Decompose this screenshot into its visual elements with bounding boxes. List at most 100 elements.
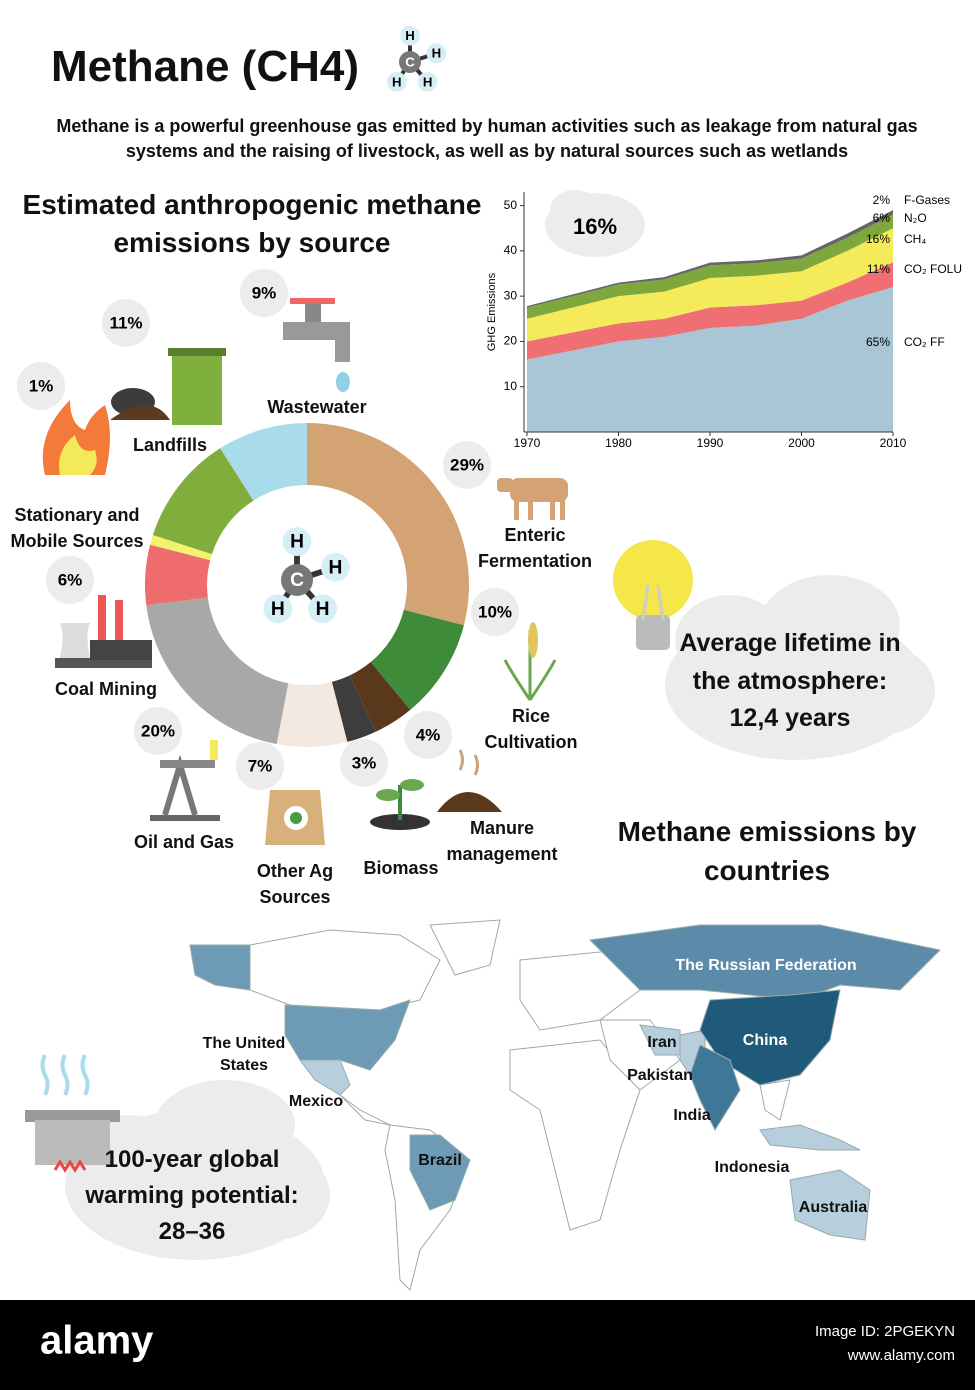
value-label: 6%	[58, 570, 83, 589]
donut-title: Estimated anthropogenic methane emission…	[22, 189, 482, 258]
y-tick-label: 30	[504, 288, 518, 302]
y-axis-label: GHG Emissions	[486, 272, 498, 351]
bag-icon	[265, 790, 325, 845]
warming-value: 28–36	[158, 1218, 226, 1245]
percent-bubble	[404, 711, 452, 759]
x-tick-label: 1990	[697, 436, 724, 450]
atom-label: H	[290, 532, 304, 553]
manure-icon	[437, 749, 502, 812]
image-id: Image ID: 2PGEKYN	[815, 1323, 955, 1340]
area	[527, 214, 893, 319]
area	[527, 210, 893, 308]
lifetime-label: Average lifetime in the atmosphere:	[679, 629, 901, 695]
rice-icon	[503, 622, 557, 701]
warming-label: 100-year global warming potential:	[85, 1146, 299, 1209]
y-tick-label: 10	[504, 379, 518, 393]
y-tick-label: 40	[504, 243, 518, 257]
series-share: 2%	[873, 193, 891, 207]
landfill-icon	[110, 348, 226, 425]
atom-label: H	[405, 28, 415, 43]
slice	[145, 544, 211, 606]
series-share: 11%	[867, 262, 890, 276]
country-label: India	[673, 1107, 711, 1124]
y-tick-label: 20	[504, 334, 518, 348]
country-label: Pakistan	[627, 1067, 693, 1084]
legend-label: F-Gases	[904, 193, 950, 207]
slice	[152, 448, 254, 555]
biomass-icon	[370, 779, 430, 830]
percent-bubble	[17, 362, 65, 410]
value-label: 29%	[450, 455, 484, 474]
x-tick-label: 1970	[514, 436, 541, 450]
atom-label: H	[316, 599, 330, 620]
country-label: Australia	[798, 1199, 868, 1216]
atom-label: H	[328, 557, 342, 578]
atom-label: H	[423, 74, 433, 89]
legend-label: CO₂ FF	[904, 335, 945, 349]
category-label: Other Ag Sources	[256, 861, 334, 908]
country-label: The United States	[202, 1035, 286, 1075]
atom	[282, 527, 312, 556]
percent-bubble	[236, 742, 284, 790]
atom	[281, 564, 313, 596]
atom-label: H	[432, 46, 442, 61]
atom-label: C	[290, 570, 304, 591]
atom-label: H	[392, 74, 402, 89]
legend-label: CH₄	[904, 232, 926, 246]
percent-bubble	[134, 707, 182, 755]
title: Methane (CH4)	[50, 42, 360, 91]
legend-label: CO₂ FOLU	[904, 262, 962, 276]
category-label: Wastewater	[267, 397, 367, 417]
category-label: Landfills	[132, 435, 207, 455]
slice	[370, 609, 464, 710]
value-label: 3%	[352, 753, 377, 772]
atom	[426, 43, 447, 64]
atom	[263, 594, 293, 624]
category-label: Enteric Fermentation	[477, 525, 592, 572]
lightbulb-icon	[613, 540, 693, 650]
atom-label: C	[405, 54, 415, 69]
lifetime: Average lifetime in the atmosphere: 12,4 …	[665, 625, 915, 738]
y-tick-label: 50	[504, 198, 518, 212]
area	[527, 287, 893, 432]
category-label: Manure management	[446, 818, 558, 865]
slice	[307, 423, 469, 626]
legend-label: N₂O	[904, 211, 927, 225]
x-tick-label: 1980	[605, 436, 632, 450]
value-label: 9%	[252, 283, 277, 302]
warming: 100-year global warming potential: 28–36	[77, 1142, 307, 1250]
atom	[386, 71, 407, 92]
value-label: 20%	[141, 721, 175, 740]
area	[527, 228, 893, 342]
category-label: Coal Mining	[55, 679, 157, 699]
cow-icon	[497, 478, 568, 520]
cloud	[65, 190, 935, 1260]
map-title: Methane emissions by countries	[617, 816, 917, 887]
percent-bubble	[340, 739, 388, 787]
world-map	[189, 919, 942, 1291]
slice	[276, 681, 348, 747]
atom	[417, 71, 438, 92]
coal-icon	[55, 595, 152, 668]
atom	[308, 594, 337, 624]
series-share: 16%	[866, 232, 890, 246]
country-label: Indonesia	[714, 1159, 790, 1176]
country-label: The Russian Federation	[675, 957, 857, 974]
slice	[150, 534, 212, 561]
series-share: 65%	[866, 335, 890, 349]
x-tick-label: 2000	[788, 436, 815, 450]
slice	[220, 423, 307, 501]
country-label: China	[742, 1032, 788, 1049]
percent-bubble	[471, 588, 519, 636]
percent-bubble	[46, 556, 94, 604]
tap-icon	[283, 298, 350, 392]
atom	[321, 552, 350, 582]
fire-icon	[42, 400, 110, 475]
atom	[399, 51, 421, 73]
footer-bar	[0, 1300, 975, 1390]
brand: alamy	[40, 1319, 154, 1363]
category-label: Biomass	[363, 858, 439, 878]
slice	[331, 675, 376, 742]
